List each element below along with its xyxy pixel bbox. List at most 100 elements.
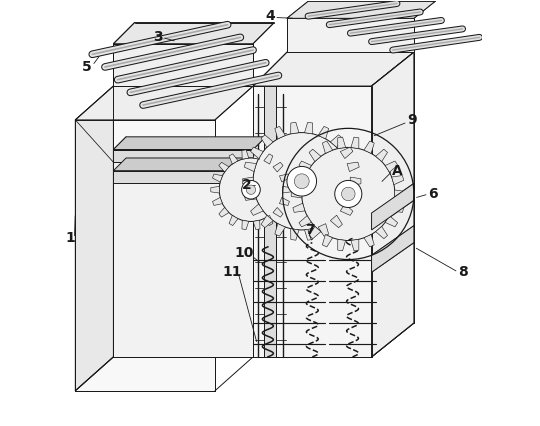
Polygon shape xyxy=(265,86,276,357)
Polygon shape xyxy=(322,141,333,153)
Polygon shape xyxy=(330,135,342,147)
Polygon shape xyxy=(287,1,435,18)
Polygon shape xyxy=(113,150,253,162)
Polygon shape xyxy=(376,226,388,239)
Polygon shape xyxy=(113,162,253,357)
Polygon shape xyxy=(113,137,266,150)
Polygon shape xyxy=(364,141,374,153)
Polygon shape xyxy=(291,122,299,134)
Text: 7: 7 xyxy=(306,223,315,237)
Polygon shape xyxy=(264,216,273,225)
Text: 11: 11 xyxy=(222,265,242,279)
Text: 9: 9 xyxy=(407,113,416,127)
Text: A: A xyxy=(392,164,402,178)
Polygon shape xyxy=(253,52,414,86)
Polygon shape xyxy=(113,23,274,44)
Polygon shape xyxy=(213,197,222,205)
Polygon shape xyxy=(293,176,305,185)
Text: 1: 1 xyxy=(65,231,75,245)
Text: 10: 10 xyxy=(235,246,254,260)
Polygon shape xyxy=(264,154,273,164)
Polygon shape xyxy=(219,162,229,172)
Polygon shape xyxy=(340,147,353,158)
Polygon shape xyxy=(318,127,329,139)
Polygon shape xyxy=(244,191,256,200)
Text: 3: 3 xyxy=(153,30,163,44)
Circle shape xyxy=(341,187,355,201)
Polygon shape xyxy=(229,154,238,164)
Text: 5: 5 xyxy=(82,60,92,74)
Polygon shape xyxy=(338,239,346,251)
Polygon shape xyxy=(372,52,414,357)
Polygon shape xyxy=(372,183,414,230)
Polygon shape xyxy=(351,239,359,251)
Polygon shape xyxy=(305,122,313,134)
Polygon shape xyxy=(75,120,215,391)
Polygon shape xyxy=(280,197,289,205)
Polygon shape xyxy=(280,174,289,182)
Polygon shape xyxy=(318,224,329,236)
Polygon shape xyxy=(273,162,283,172)
Polygon shape xyxy=(213,174,222,182)
Polygon shape xyxy=(219,207,229,217)
Polygon shape xyxy=(75,86,113,391)
Polygon shape xyxy=(275,224,285,236)
Polygon shape xyxy=(261,215,273,227)
Polygon shape xyxy=(376,149,388,161)
Polygon shape xyxy=(75,86,253,120)
Circle shape xyxy=(294,174,309,189)
Polygon shape xyxy=(305,229,313,240)
Polygon shape xyxy=(330,215,342,227)
Polygon shape xyxy=(287,18,414,52)
Polygon shape xyxy=(242,220,249,230)
Polygon shape xyxy=(253,220,260,230)
Polygon shape xyxy=(211,187,219,193)
Circle shape xyxy=(287,167,316,196)
Polygon shape xyxy=(273,207,283,217)
Polygon shape xyxy=(253,86,372,357)
Polygon shape xyxy=(299,216,312,227)
Polygon shape xyxy=(291,229,299,240)
Polygon shape xyxy=(242,177,253,185)
Polygon shape xyxy=(372,52,414,357)
Circle shape xyxy=(302,147,395,241)
Circle shape xyxy=(241,181,260,199)
Text: 2: 2 xyxy=(242,178,252,193)
Polygon shape xyxy=(253,150,260,159)
Polygon shape xyxy=(372,226,414,272)
Polygon shape xyxy=(338,137,346,149)
Polygon shape xyxy=(299,161,312,172)
Polygon shape xyxy=(364,234,374,247)
Polygon shape xyxy=(347,162,359,172)
Polygon shape xyxy=(291,190,302,198)
Circle shape xyxy=(335,181,362,207)
Polygon shape xyxy=(392,203,404,213)
Polygon shape xyxy=(113,44,253,86)
Polygon shape xyxy=(242,150,249,159)
Polygon shape xyxy=(293,203,305,213)
Polygon shape xyxy=(340,204,353,216)
Text: 4: 4 xyxy=(265,9,275,23)
Polygon shape xyxy=(309,149,321,161)
Polygon shape xyxy=(251,204,263,216)
Text: 6: 6 xyxy=(428,187,438,201)
Circle shape xyxy=(219,158,283,222)
Polygon shape xyxy=(385,216,397,227)
Circle shape xyxy=(246,185,255,194)
Polygon shape xyxy=(395,190,406,198)
Polygon shape xyxy=(347,191,359,200)
Polygon shape xyxy=(275,127,285,139)
Polygon shape xyxy=(385,161,397,172)
Polygon shape xyxy=(113,158,266,171)
Polygon shape xyxy=(113,171,253,183)
Polygon shape xyxy=(351,137,359,149)
Polygon shape xyxy=(350,177,361,185)
Polygon shape xyxy=(392,176,404,185)
Polygon shape xyxy=(229,216,238,225)
Circle shape xyxy=(253,132,350,230)
Polygon shape xyxy=(282,187,291,193)
Polygon shape xyxy=(244,162,256,172)
Text: 8: 8 xyxy=(458,265,468,279)
Polygon shape xyxy=(309,226,321,239)
Polygon shape xyxy=(261,135,273,147)
